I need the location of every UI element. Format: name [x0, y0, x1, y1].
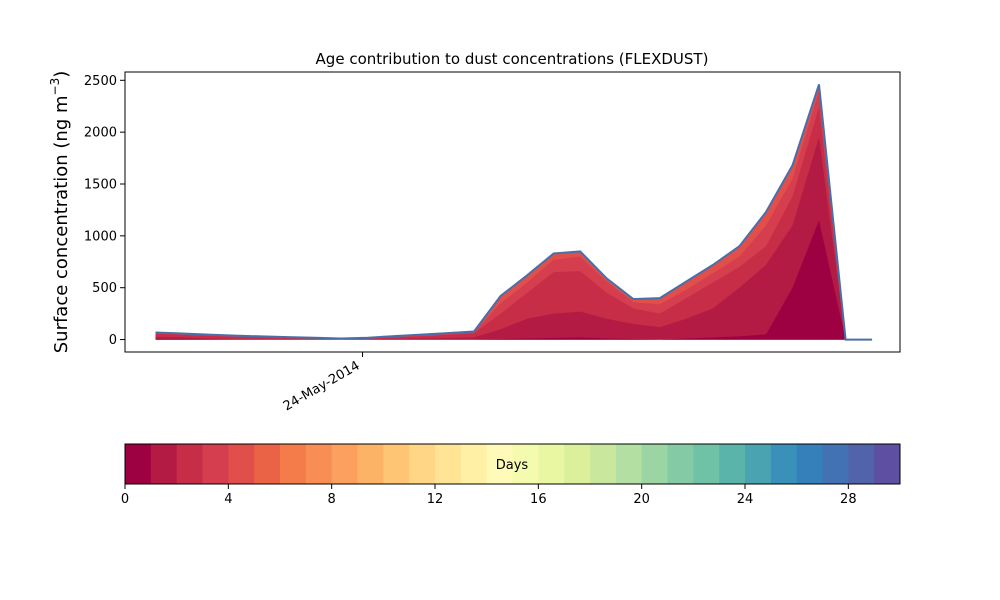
y-tick-label: 1500 — [84, 178, 117, 193]
colorbar-bin — [564, 444, 591, 484]
colorbar-bin — [460, 444, 488, 484]
colorbar-tick-label: 8 — [328, 492, 336, 507]
colorbar-bin — [538, 444, 565, 484]
colorbar-bin — [202, 444, 229, 484]
colorbar-bin — [848, 444, 875, 484]
y-tick-label: 500 — [92, 281, 117, 296]
colorbar-bin — [486, 444, 513, 484]
colorbar-ticks: 0 4 8 12 16 20 24 28 — [121, 484, 857, 507]
colorbar-bin — [512, 444, 539, 484]
colorbar-bin — [822, 444, 849, 484]
y-axis-label: Surface concentration (ng m−3) — [48, 71, 72, 354]
colorbar-bin — [745, 444, 772, 484]
colorbar-tick-label: 28 — [840, 492, 857, 507]
y-tick-label: 0 — [109, 333, 117, 348]
colorbar-bin — [409, 444, 436, 484]
colorbar-bin — [615, 444, 643, 484]
total-line — [155, 84, 873, 341]
colorbar-bin — [770, 444, 798, 484]
chart-title: Age contribution to dust concentrations … — [316, 50, 709, 68]
y-axis: 0 500 1000 1500 2000 2500 — [84, 74, 125, 348]
colorbar-bin — [125, 444, 152, 484]
colorbar-bin — [719, 444, 746, 484]
colorbar-bin — [280, 444, 307, 484]
colorbar-tick-label: 0 — [121, 492, 129, 507]
plot-area: 0 500 1000 1500 2000 2500 24-May-2014 — [84, 71, 901, 414]
y-tick-label: 2500 — [84, 74, 117, 89]
colorbar-bin — [383, 444, 410, 484]
colorbar-bin — [305, 444, 333, 484]
colorbar-bin — [331, 444, 358, 484]
colorbar-tick-label: 16 — [530, 492, 547, 507]
colorbar-bin — [228, 444, 255, 484]
colorbar-bin — [874, 444, 901, 484]
colorbar-bin — [254, 444, 281, 484]
colorbar-tick-label: 4 — [224, 492, 232, 507]
total-outline — [155, 84, 873, 341]
colorbar: Days 0 4 8 12 16 20 24 28 — [121, 443, 901, 507]
y-tick-label: 1000 — [84, 229, 117, 244]
stacked-area-layers — [155, 84, 873, 340]
colorbar-frame — [124, 443, 901, 485]
colorbar-bin — [357, 444, 384, 484]
colorbar-bin — [693, 444, 720, 484]
colorbar-bin — [150, 444, 178, 484]
x-axis: 24-May-2014 — [281, 352, 364, 414]
colorbar-label: Days — [496, 458, 529, 473]
colorbar-tick-label: 12 — [427, 492, 444, 507]
y-tick-label: 2000 — [84, 126, 117, 141]
y-axis-label-main: Surface concentration (ng m — [51, 95, 72, 353]
colorbar-bin — [641, 444, 668, 484]
colorbar-tick-label: 20 — [633, 492, 650, 507]
area-layer-0 — [155, 220, 873, 340]
y-axis-label-superscript: −3 — [48, 78, 62, 96]
colorbar-bin — [796, 444, 823, 484]
plot-frame — [124, 71, 901, 353]
colorbar-tick-label: 24 — [737, 492, 754, 507]
colorbar-bin — [667, 444, 694, 484]
colorbar-bin — [435, 444, 462, 484]
x-tick-label: 24-May-2014 — [281, 358, 363, 414]
colorbar-bin — [590, 444, 617, 484]
colorbar-bin — [176, 444, 203, 484]
y-axis-label-suffix: ) — [51, 71, 72, 78]
colorbar-bins — [125, 444, 901, 484]
